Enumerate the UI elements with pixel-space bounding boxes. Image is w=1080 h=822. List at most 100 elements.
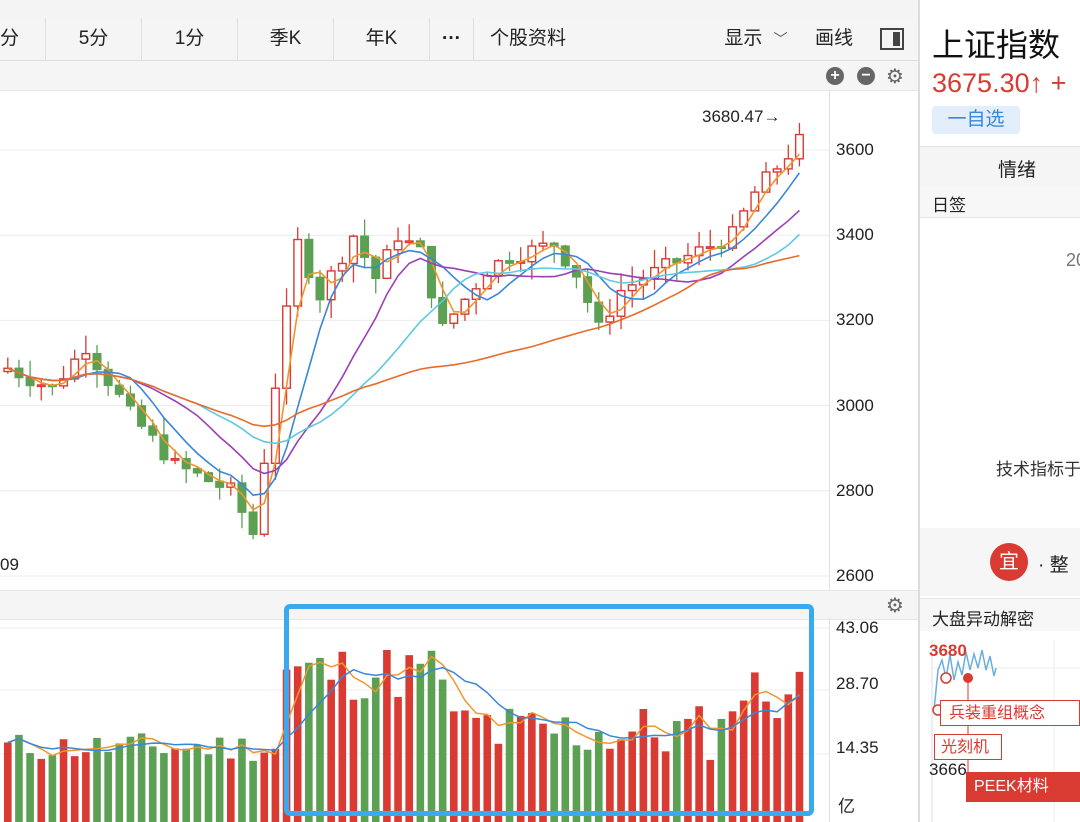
advice-row[interactable]: 宜 · 整 <box>920 528 1080 596</box>
volume-bar[interactable] <box>450 711 458 822</box>
kline-candle[interactable] <box>739 210 749 228</box>
volume-bar[interactable] <box>472 717 480 822</box>
volume-bar[interactable] <box>182 748 190 822</box>
volume-bar[interactable] <box>160 753 168 822</box>
volume-bar[interactable] <box>639 708 648 822</box>
tab-year-k[interactable]: 年K <box>334 18 430 60</box>
kline-candle[interactable] <box>348 235 358 265</box>
volume-bar[interactable] <box>673 721 681 822</box>
kline-candle[interactable] <box>226 482 236 488</box>
volume-bar[interactable] <box>739 700 748 822</box>
tag-ordnance[interactable]: 兵装重组概念 <box>940 700 1080 726</box>
volume-bar[interactable] <box>37 758 46 822</box>
volume-bar[interactable] <box>661 751 670 822</box>
volume-bar[interactable] <box>606 748 614 822</box>
kline-candle[interactable] <box>215 480 225 488</box>
volume-bar[interactable] <box>383 650 391 822</box>
kline-candle[interactable] <box>794 133 804 160</box>
volume-bar[interactable] <box>104 751 112 822</box>
kline-candle[interactable] <box>114 384 124 395</box>
tab-sentiment[interactable]: 情绪 <box>920 146 1080 188</box>
volume-bar[interactable] <box>126 736 135 822</box>
kline-candle[interactable] <box>427 245 437 299</box>
toggle-sidebar-button[interactable] <box>872 18 912 60</box>
volume-bar[interactable] <box>773 718 781 822</box>
volume-bar[interactable] <box>583 749 592 822</box>
volume-bar[interactable] <box>82 752 90 822</box>
volume-bar[interactable] <box>349 699 358 822</box>
kline-candle[interactable] <box>438 297 448 324</box>
draw-line-button[interactable]: 画线 <box>804 18 864 60</box>
kline-chart[interactable]: 3680.47→ 09 <box>0 90 830 590</box>
kline-candle[interactable] <box>360 235 370 258</box>
kline-candle[interactable] <box>538 242 548 247</box>
zoom-in-icon[interactable]: + <box>826 67 844 85</box>
volume-bar[interactable] <box>561 717 570 822</box>
zoom-out-icon[interactable]: − <box>857 67 875 85</box>
volume-bar[interactable] <box>516 715 525 822</box>
kline-candle[interactable] <box>750 191 760 212</box>
kline-candle[interactable] <box>783 158 793 170</box>
volume-bar[interactable] <box>494 743 503 822</box>
volume-bar[interactable] <box>717 718 726 822</box>
volume-bar[interactable] <box>48 755 57 822</box>
volume-gear-icon[interactable]: ⚙ <box>886 595 904 617</box>
kline-candle[interactable] <box>583 276 593 303</box>
kline-candle[interactable] <box>248 511 258 535</box>
tab-minute[interactable]: 分 <box>0 18 46 60</box>
kline-candle[interactable] <box>772 168 782 173</box>
volume-bar[interactable] <box>305 662 313 822</box>
volume-bar[interactable] <box>70 756 79 822</box>
volume-bar[interactable] <box>15 734 23 822</box>
kline-candle[interactable] <box>159 434 169 461</box>
volume-bar[interactable] <box>461 710 469 822</box>
volume-bar[interactable] <box>706 759 715 822</box>
volume-bar[interactable] <box>260 752 269 822</box>
volume-bar[interactable] <box>550 733 558 822</box>
volume-bar[interactable] <box>327 679 335 822</box>
volume-bar[interactable] <box>115 743 124 822</box>
kline-candle[interactable] <box>404 240 414 244</box>
kline-candle[interactable] <box>170 457 180 461</box>
volume-bar[interactable] <box>650 737 659 822</box>
kline-candle[interactable] <box>505 260 515 264</box>
volume-bar[interactable] <box>405 655 413 822</box>
tab-quarter-k[interactable]: 季K <box>238 18 334 60</box>
kline-candle[interactable] <box>304 238 314 279</box>
volume-bar[interactable] <box>282 669 291 822</box>
volume-chart[interactable] <box>0 618 830 822</box>
kline-candle[interactable] <box>282 305 292 389</box>
kline-candle[interactable] <box>527 245 537 263</box>
volume-bar[interactable] <box>4 742 12 822</box>
volume-bar[interactable] <box>316 657 324 822</box>
volume-bar[interactable] <box>505 708 514 822</box>
volume-bar[interactable] <box>249 760 257 822</box>
volume-bar[interactable] <box>728 711 737 822</box>
tab-1min[interactable]: 1分 <box>142 18 238 60</box>
kline-candle[interactable] <box>36 384 46 388</box>
volume-bar[interactable] <box>137 733 146 822</box>
volume-bar[interactable] <box>360 698 369 822</box>
display-dropdown[interactable]: 显示 ﹀ <box>714 18 798 60</box>
volume-bar[interactable] <box>427 650 436 822</box>
volume-bar[interactable] <box>394 696 402 822</box>
volume-bar[interactable] <box>271 748 280 822</box>
kline-candle[interactable] <box>627 284 637 292</box>
kline-candle[interactable] <box>192 467 202 474</box>
kline-candle[interactable] <box>137 405 147 427</box>
volume-bar[interactable] <box>171 748 179 822</box>
kline-candle[interactable] <box>616 289 626 317</box>
volume-bar[interactable] <box>784 694 793 822</box>
volume-bar[interactable] <box>148 746 157 822</box>
kline-candle[interactable] <box>460 298 470 315</box>
kline-candle[interactable] <box>259 462 269 535</box>
kline-candle[interactable] <box>449 313 459 324</box>
volume-bar[interactable] <box>93 737 101 822</box>
volume-bar[interactable] <box>528 713 536 822</box>
volume-bar[interactable] <box>338 651 347 822</box>
volume-bar[interactable] <box>684 718 692 822</box>
volume-bar[interactable] <box>628 731 636 822</box>
kline-candle[interactable] <box>705 246 715 250</box>
volume-bar[interactable] <box>572 745 581 822</box>
volume-bar[interactable] <box>483 715 492 822</box>
